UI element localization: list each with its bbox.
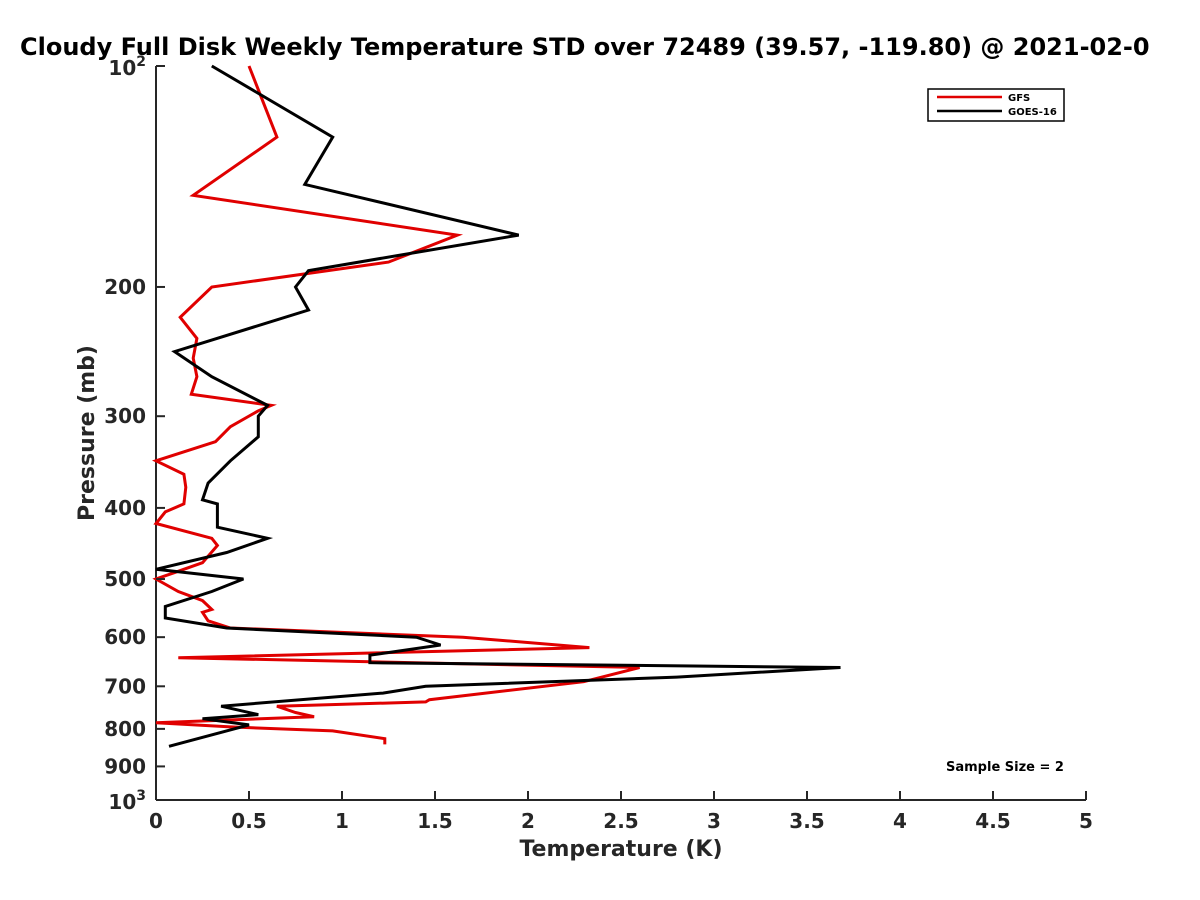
x-tick-label: 2.5 — [603, 809, 638, 833]
y-tick-label: 400 — [104, 496, 146, 520]
y-tick-label: 900 — [104, 754, 146, 778]
x-tick-label: 0.5 — [231, 809, 266, 833]
series-line-goes16 — [155, 64, 841, 748]
x-tick-label: 4.5 — [975, 809, 1010, 833]
legend: GFS GOES-16 — [927, 88, 1065, 122]
x-tick-label: 1 — [335, 809, 349, 833]
y-tick-base: 10 — [108, 56, 136, 80]
x-axis-label: Temperature (K) — [519, 837, 722, 862]
x-tick-label: 0 — [149, 809, 163, 833]
y-tick-label: 700 — [104, 674, 146, 698]
legend-box — [927, 88, 1065, 122]
x-axis-ticks: 0 0.5 1 1.5 2 2.5 3 3.5 4 4.5 5 — [149, 791, 1093, 833]
y-tick-label: 300 — [104, 404, 146, 428]
y-tick-base: 10 — [108, 790, 136, 814]
y-tick-label: 600 — [104, 625, 146, 649]
y-tick-label: 200 — [104, 275, 146, 299]
x-tick-label: 2 — [521, 809, 535, 833]
sample-size-annotation: Sample Size = 2 — [946, 760, 1064, 775]
y-axis-label: Pressure (mb) — [75, 345, 100, 521]
x-tick-label: 3.5 — [789, 809, 824, 833]
y-tick-label: 800 — [104, 717, 146, 741]
x-tick-label: 3 — [707, 809, 721, 833]
x-tick-label: 5 — [1079, 809, 1093, 833]
chart-title: Cloudy Full Disk Weekly Temperature STD … — [20, 33, 1150, 61]
y-tick-label-power: 102 — [108, 54, 146, 80]
y-tick-label-power: 103 — [108, 788, 146, 814]
y-tick-exponent: 2 — [136, 54, 146, 70]
y-tick-exponent: 3 — [136, 788, 146, 804]
series-layer — [151, 64, 841, 748]
legend-label-gfs: GFS — [1008, 93, 1030, 104]
plot-area — [151, 64, 1086, 801]
legend-label-goes16: GOES-16 — [1008, 107, 1057, 118]
x-tick-label: 4 — [893, 809, 907, 833]
plot-background — [156, 66, 1086, 800]
x-tick-label: 1.5 — [417, 809, 452, 833]
series-line-gfs — [151, 65, 640, 745]
y-tick-label: 500 — [104, 567, 146, 591]
